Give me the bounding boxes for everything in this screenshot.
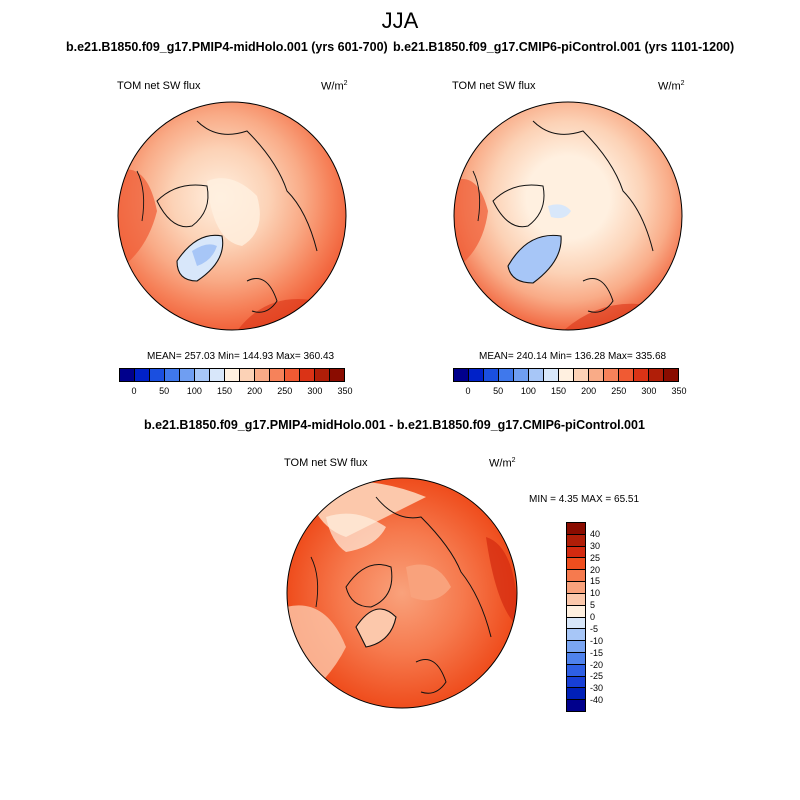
colorbar-tick-label: 15 — [590, 576, 601, 587]
panel2-units: W/m2 — [658, 80, 685, 93]
colorbar-swatch — [619, 369, 634, 381]
diff-stats: MIN = 4.35 MAX = 65.51 — [529, 494, 640, 505]
colorbar-tick-label: -20 — [590, 659, 604, 670]
colorbar-swatch — [567, 700, 585, 711]
panel1-polar-map — [117, 101, 347, 331]
colorbar-swatch — [484, 369, 499, 381]
colorbar-swatch — [567, 523, 585, 535]
colorbar-tick-label: 50 — [493, 386, 504, 396]
diff-variable-label: TOM net SW flux — [284, 457, 368, 469]
colorbar-swatch — [567, 582, 585, 594]
colorbar-swatch — [589, 369, 604, 381]
panel2-stats: MEAN= 240.14 Min= 136.28 Max= 335.68 — [479, 351, 667, 362]
colorbar-tick-label: 20 — [590, 564, 601, 575]
colorbar-tick-label: 0 — [465, 386, 471, 396]
colorbar-swatch — [567, 605, 585, 618]
colorbar-swatch — [544, 369, 559, 381]
colorbar-swatch — [604, 369, 619, 381]
colorbar-swatch — [255, 369, 270, 381]
colorbar-swatch — [330, 369, 344, 381]
colorbar-swatch — [649, 369, 664, 381]
colorbar-swatch — [567, 558, 585, 571]
colorbar-swatch — [499, 369, 514, 381]
colorbar-swatch — [285, 369, 300, 381]
colorbar-swatch — [315, 369, 330, 381]
colorbar-tick-label: 250 — [611, 386, 627, 396]
colorbar-tick-label: 350 — [671, 386, 687, 396]
colorbar-swatch — [567, 629, 585, 642]
colorbar-swatch — [567, 593, 585, 606]
panel1-stats: MEAN= 257.03 Min= 144.93 Max= 360.43 — [147, 351, 335, 362]
panel1-units: W/m2 — [321, 80, 348, 93]
colorbar-swatch — [180, 369, 195, 381]
colorbar-tick-label: 50 — [159, 386, 170, 396]
colorbar-tick-label: -5 — [590, 623, 599, 634]
colorbar-tick-label: 350 — [337, 386, 353, 396]
colorbar-tick-label: 0 — [590, 612, 596, 622]
colorbar-tick-label: 300 — [307, 386, 323, 396]
panel1-colorbar-ticks: 0 50 100 150 200 250 300 350 — [119, 386, 353, 398]
colorbar-tick-label: 150 — [216, 386, 232, 396]
colorbar-swatch — [165, 369, 180, 381]
colorbar-swatch — [454, 369, 469, 381]
colorbar-swatch — [567, 641, 585, 653]
colorbar-tick-label: 40 — [590, 528, 601, 539]
colorbar-swatch — [195, 369, 210, 381]
colorbar-swatch — [300, 369, 315, 381]
colorbar-tick-label: 200 — [247, 386, 263, 396]
panel1-variable-label: TOM net SW flux — [117, 80, 201, 92]
panel2-colorbar — [453, 368, 679, 382]
panel2-title: b.e21.B1850.f09_g17.CMIP6-piControl.001 … — [393, 40, 735, 54]
colorbar-tick-label: 30 — [590, 540, 601, 551]
panel2-variable-label: TOM net SW flux — [452, 80, 536, 92]
colorbar-tick-label: -10 — [590, 635, 604, 646]
colorbar-tick-label: 5 — [590, 600, 596, 611]
colorbar-swatch — [225, 369, 240, 381]
colorbar-swatch — [567, 617, 585, 630]
colorbar-swatch — [567, 570, 585, 583]
panel1-colorbar — [119, 368, 345, 382]
colorbar-tick-label: 300 — [641, 386, 657, 396]
diff-colorbar — [566, 522, 586, 712]
season-title: JJA — [381, 8, 419, 33]
colorbar-swatch — [529, 369, 544, 381]
panel1-title: b.e21.B1850.f09_g17.PMIP4-midHolo.001 (y… — [66, 40, 388, 54]
colorbar-swatch — [240, 369, 255, 381]
colorbar-swatch — [150, 369, 165, 381]
colorbar-swatch — [270, 369, 285, 381]
colorbar-swatch — [469, 369, 484, 381]
colorbar-swatch — [514, 369, 529, 381]
colorbar-tick-label: -40 — [590, 695, 604, 706]
colorbar-swatch — [567, 534, 585, 547]
diff-polar-map — [286, 477, 518, 709]
colorbar-swatch — [567, 688, 585, 701]
colorbar-swatch — [574, 369, 589, 381]
colorbar-tick-label: 0 — [131, 386, 137, 396]
colorbar-tick-label: 100 — [520, 386, 536, 396]
colorbar-swatch — [567, 546, 585, 559]
colorbar-swatch — [567, 664, 585, 677]
colorbar-swatch — [567, 676, 585, 689]
colorbar-tick-label: 100 — [186, 386, 202, 396]
diff-title: b.e21.B1850.f09_g17.PMIP4-midHolo.001 - … — [144, 418, 645, 432]
colorbar-swatch — [135, 369, 150, 381]
diff-units: W/m2 — [489, 457, 516, 470]
colorbar-swatch — [210, 369, 225, 381]
colorbar-tick-label: 250 — [277, 386, 293, 396]
colorbar-tick-label: -30 — [590, 683, 604, 694]
colorbar-swatch — [120, 369, 135, 381]
diff-colorbar-ticks: 40 30 25 20 15 10 5 0 -5 -10 -15 -20 -25 -30 -40 — [590, 522, 620, 712]
colorbar-tick-label: -15 — [590, 647, 604, 658]
colorbar-tick-label: 10 — [590, 588, 601, 599]
panel2-colorbar-ticks: 0 50 100 150 200 250 300 350 — [453, 386, 687, 398]
colorbar-swatch — [664, 369, 678, 381]
colorbar-tick-label: 25 — [590, 552, 601, 563]
colorbar-swatch — [634, 369, 649, 381]
colorbar-swatch — [559, 369, 574, 381]
panel2-polar-map — [453, 101, 683, 331]
colorbar-tick-label: 150 — [550, 386, 566, 396]
colorbar-tick-label: -25 — [590, 671, 604, 682]
colorbar-tick-label: 200 — [581, 386, 597, 396]
colorbar-swatch — [567, 652, 585, 665]
